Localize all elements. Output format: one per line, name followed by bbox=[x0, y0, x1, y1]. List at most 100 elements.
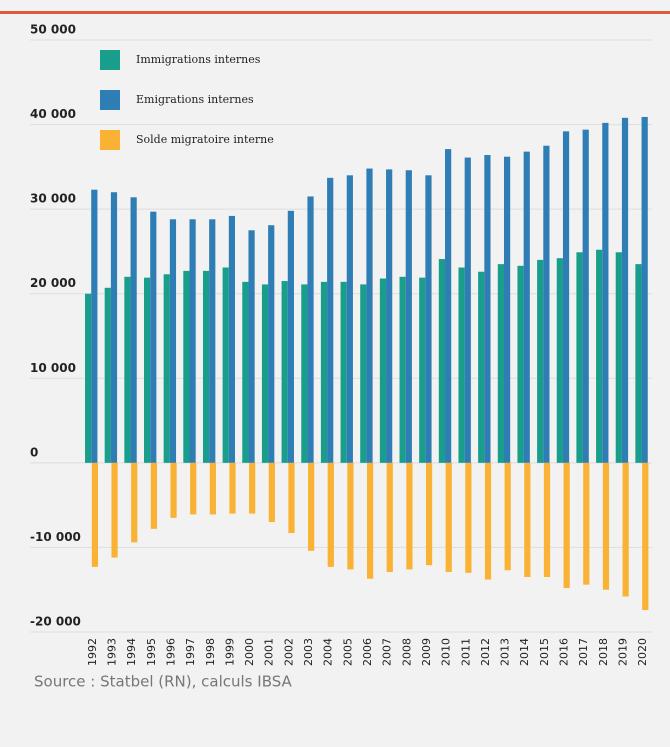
bar bbox=[615, 252, 622, 463]
bar bbox=[183, 270, 190, 463]
x-tick-label: 1992 bbox=[86, 638, 99, 666]
bar bbox=[543, 145, 550, 463]
x-tick-label: 2012 bbox=[479, 638, 492, 666]
bar bbox=[484, 462, 492, 580]
bar bbox=[104, 287, 111, 463]
top-rule bbox=[0, 11, 670, 14]
bar bbox=[248, 230, 255, 463]
bar bbox=[91, 462, 99, 567]
y-tick-label: -10 000 bbox=[30, 530, 81, 544]
bar bbox=[543, 462, 551, 578]
legend-swatch bbox=[100, 50, 120, 70]
bar bbox=[621, 117, 629, 463]
x-tick-label: 2003 bbox=[302, 638, 315, 666]
bar bbox=[367, 462, 374, 579]
x-tick-label: 1994 bbox=[125, 638, 138, 666]
bar bbox=[523, 151, 530, 463]
bar bbox=[340, 281, 347, 463]
bar bbox=[268, 462, 275, 523]
bar bbox=[445, 149, 452, 463]
x-tick-label: 1996 bbox=[164, 638, 177, 666]
x-tick-label: 2006 bbox=[361, 638, 374, 666]
bar bbox=[287, 210, 294, 463]
bar bbox=[562, 131, 570, 463]
x-tick-label: 2013 bbox=[499, 638, 512, 666]
bar bbox=[478, 271, 485, 463]
bar bbox=[150, 462, 157, 529]
bar bbox=[399, 276, 406, 463]
bar bbox=[169, 219, 177, 463]
x-tick-label: 2000 bbox=[243, 638, 256, 666]
bar bbox=[405, 170, 412, 463]
bar bbox=[602, 122, 609, 463]
bar bbox=[288, 462, 295, 534]
bar bbox=[445, 462, 452, 572]
source: Source : Statbel (RN), calculs IBSA bbox=[34, 673, 293, 691]
x-tick-label: 2005 bbox=[341, 638, 354, 666]
bar bbox=[190, 462, 197, 515]
bar bbox=[583, 462, 590, 585]
bar bbox=[131, 462, 138, 543]
bar bbox=[576, 252, 583, 463]
bar bbox=[110, 192, 118, 463]
bar bbox=[537, 259, 544, 463]
legend-swatch bbox=[100, 130, 120, 150]
bar bbox=[425, 462, 433, 566]
bar bbox=[111, 462, 118, 558]
legend-label: Emigrations internes bbox=[136, 93, 254, 106]
y-tick-label: 40 000 bbox=[30, 107, 76, 121]
bar bbox=[602, 462, 610, 590]
x-tick-label: 2015 bbox=[538, 638, 551, 666]
bar bbox=[504, 462, 511, 571]
bar bbox=[347, 462, 354, 570]
bar bbox=[465, 462, 472, 573]
bar bbox=[635, 264, 642, 463]
x-tick-label: 1997 bbox=[184, 638, 197, 666]
x-tick-label: 2016 bbox=[558, 638, 571, 666]
bar bbox=[327, 462, 334, 567]
legend-label: Immigrations internes bbox=[136, 53, 261, 66]
bar bbox=[261, 284, 269, 463]
x-tick-label: 2019 bbox=[617, 638, 630, 666]
bar bbox=[563, 462, 570, 589]
bar bbox=[307, 196, 314, 463]
bar bbox=[379, 278, 387, 463]
bar bbox=[524, 462, 531, 578]
bar bbox=[517, 265, 524, 463]
bar bbox=[268, 225, 275, 463]
x-tick-label: 2001 bbox=[263, 638, 276, 666]
bar bbox=[202, 270, 210, 463]
bar bbox=[556, 258, 563, 463]
bar bbox=[222, 267, 229, 463]
bar bbox=[228, 215, 236, 463]
bar bbox=[85, 293, 92, 463]
bar bbox=[209, 219, 216, 463]
bar bbox=[124, 276, 131, 463]
bar bbox=[320, 281, 328, 463]
bar bbox=[327, 177, 334, 463]
bar bbox=[386, 169, 393, 463]
bar bbox=[438, 259, 446, 463]
bar bbox=[281, 281, 288, 463]
bar bbox=[641, 116, 648, 463]
bar bbox=[425, 175, 432, 463]
bar bbox=[163, 274, 170, 463]
bar bbox=[189, 219, 196, 463]
bar bbox=[249, 462, 256, 514]
x-tick-label: 2004 bbox=[322, 638, 335, 666]
bar bbox=[209, 462, 216, 515]
bar bbox=[170, 462, 177, 518]
bar bbox=[360, 284, 367, 463]
bar bbox=[503, 156, 511, 463]
y-tick-label: -20 000 bbox=[30, 615, 81, 629]
bar bbox=[642, 462, 649, 611]
x-tick-label: 2018 bbox=[597, 638, 610, 666]
bar bbox=[301, 284, 308, 463]
bar bbox=[366, 168, 373, 463]
bar bbox=[150, 211, 157, 463]
x-tick-label: 2007 bbox=[381, 638, 394, 666]
x-tick-label: 2014 bbox=[518, 638, 531, 666]
y-tick-label: 20 000 bbox=[30, 276, 76, 290]
x-tick-label: 2017 bbox=[577, 638, 590, 666]
